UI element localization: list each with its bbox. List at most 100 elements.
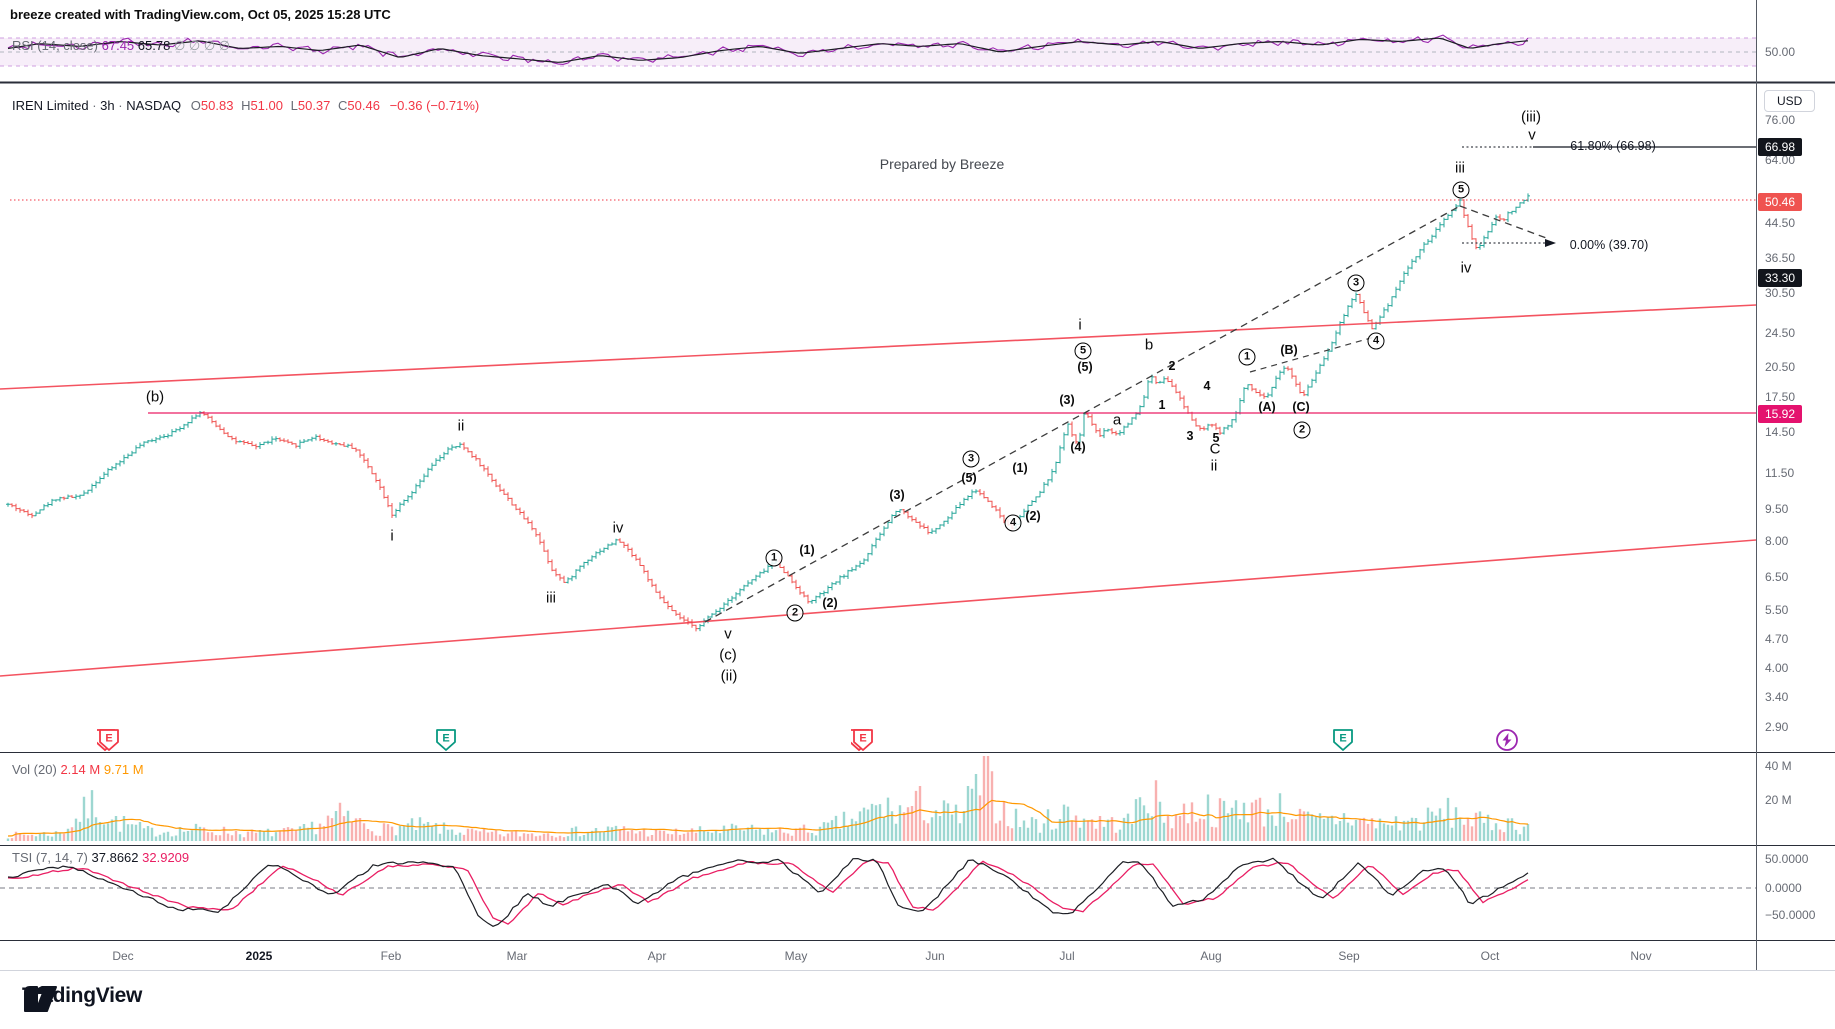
tsi-params: (7, 14, 7)	[35, 850, 88, 865]
svg-text:E: E	[105, 733, 112, 745]
volume-legend: Vol (20) 2.14 M 9.71 M	[12, 762, 144, 777]
fib-level-label: 0.00% (39.70)	[1569, 238, 1649, 252]
wave-label: iv	[612, 519, 624, 537]
wave-label: b	[1144, 336, 1154, 354]
symbol-name: IREN Limited	[12, 98, 89, 113]
wave-label: i	[390, 527, 394, 545]
high-label: H	[241, 98, 251, 113]
price-axis-tick: 11.50	[1765, 466, 1795, 480]
separator-dot: ·	[92, 98, 97, 113]
time-axis-label: Sep	[1338, 949, 1360, 963]
earnings-icon[interactable]: E	[1331, 728, 1355, 752]
price-axis-tick: 3.40	[1765, 690, 1789, 704]
close-value: 50.46	[347, 98, 380, 113]
wave-label: (B)	[1280, 342, 1298, 357]
wave-label: 4	[1004, 514, 1022, 532]
volume-ma-value: 9.71 M	[103, 762, 144, 777]
watermark-text: Prepared by Breeze	[879, 156, 1005, 172]
wave-label: 4	[1367, 332, 1385, 350]
wave-label: (5)	[961, 470, 977, 485]
wave-label: (3)	[889, 487, 905, 502]
volume-axis-tick: 40 M	[1765, 759, 1792, 773]
price-axis-tick: 64.00	[1765, 153, 1796, 167]
time-axis-label: Feb	[380, 949, 402, 963]
low-label: L	[290, 98, 298, 113]
rsi-value: 67.45	[101, 38, 135, 53]
rsi-indicator-name: RSI	[12, 38, 34, 53]
wave-label: (5)	[1077, 359, 1093, 374]
price-axis-tick: 4.70	[1765, 632, 1789, 646]
earnings-icon[interactable]: E	[434, 728, 458, 752]
wave-label: i	[1078, 316, 1082, 334]
open-value: 50.83	[200, 98, 234, 113]
fib-level-label: 61.80% (66.98)	[1570, 139, 1656, 153]
tsi-axis-tick: −50.0000	[1765, 908, 1816, 922]
earnings-icon[interactable]: E	[97, 728, 121, 752]
price-axis-tick: 2.90	[1765, 720, 1789, 734]
time-axis-label: Mar	[506, 949, 528, 963]
tsi-indicator-name: TSI	[12, 850, 33, 865]
time-axis-label: Oct	[1480, 949, 1500, 963]
lightning-icon[interactable]	[1495, 728, 1519, 752]
price-axis-badge: 15.92	[1758, 405, 1803, 423]
wave-label: C	[1209, 440, 1221, 458]
time-axis-label: Jul	[1059, 949, 1075, 963]
price-axis-badge: 50.46	[1758, 193, 1803, 211]
rsi-legend: RSI (14, close) 67.45 65.78 ∅ ∅ ∅ ∅	[12, 38, 230, 54]
wave-label: (3)	[1059, 392, 1075, 407]
price-axis-badge: 66.98	[1758, 138, 1803, 156]
time-axis-label: Dec	[112, 949, 134, 963]
price-axis-badge: 33.30	[1758, 269, 1803, 287]
wave-label: (1)	[799, 542, 815, 557]
svg-text:E: E	[859, 733, 866, 745]
wave-label: (1)	[1012, 460, 1028, 475]
high-value: 51.00	[250, 98, 283, 113]
wave-label: ii	[457, 417, 465, 435]
wave-label: (C)	[1292, 399, 1310, 414]
low-value: 50.37	[297, 98, 331, 113]
wave-label: v	[1528, 126, 1536, 144]
currency-button[interactable]: USD	[1764, 90, 1816, 112]
wave-label: 2	[786, 604, 804, 622]
wave-label: 2	[1168, 358, 1176, 373]
exchange-label: NASDAQ	[126, 98, 182, 113]
volume-indicator-name: Vol (20)	[12, 762, 57, 777]
wave-label: iii	[1455, 159, 1465, 177]
price-axis-tick: 76.00	[1765, 113, 1796, 127]
wave-label: 1	[1238, 348, 1256, 366]
wave-label: iii	[546, 589, 556, 607]
wave-label: iv	[1460, 259, 1472, 277]
price-axis-tick: 30.50	[1765, 286, 1796, 300]
wave-label: (2)	[822, 595, 838, 610]
separator-dot: ·	[118, 98, 123, 113]
change-value: −0.36 (−0.71%)	[389, 98, 480, 113]
tradingview-logo-icon	[24, 986, 57, 1012]
interval-label: 3h	[100, 98, 115, 113]
price-axis-tick: 4.00	[1765, 661, 1789, 675]
time-axis-label: Apr	[647, 949, 667, 963]
svg-text:E: E	[1339, 733, 1346, 745]
wave-label: 5	[1452, 181, 1470, 199]
rsi-ma-value: 65.78	[137, 38, 171, 53]
wave-label: (ii)	[720, 667, 738, 685]
volume-value: 2.14 M	[60, 762, 101, 777]
earnings-icon[interactable]: E	[851, 728, 875, 752]
wave-label: (2)	[1025, 508, 1041, 523]
price-axis-tick: 14.50	[1765, 425, 1796, 439]
tradingview-logo[interactable]: TradingView	[22, 984, 142, 1012]
price-axis-tick: 8.00	[1765, 534, 1789, 548]
time-axis-label: Nov	[1630, 949, 1652, 963]
tsi-signal-value: 32.9209	[142, 850, 190, 865]
symbol-legend: IREN Limited · 3h · NASDAQ O50.83 H51.00…	[12, 98, 479, 113]
time-axis-label: Jun	[925, 949, 945, 963]
price-axis-tick: 17.50	[1765, 390, 1796, 404]
tsi-axis-tick: 0.0000	[1765, 881, 1802, 895]
wave-label: a	[1112, 411, 1122, 429]
wave-label: 1	[1158, 397, 1166, 412]
price-axis-tick: 20.50	[1765, 360, 1796, 374]
price-axis-tick: 9.50	[1765, 502, 1789, 516]
tsi-legend: TSI (7, 14, 7) 37.8662 32.9209	[12, 850, 189, 865]
price-axis-tick: 6.50	[1765, 570, 1789, 584]
